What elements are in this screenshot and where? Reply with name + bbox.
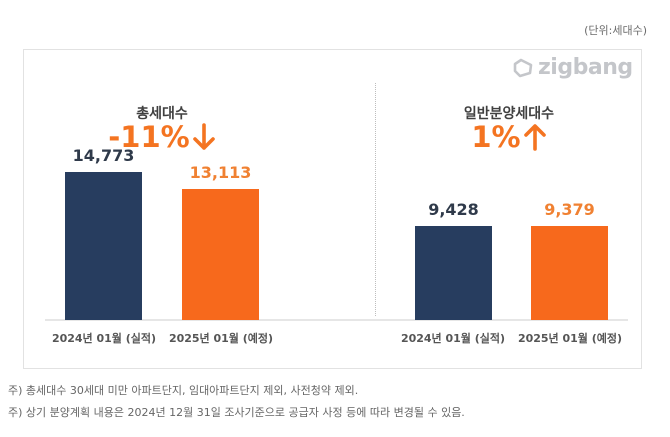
category-label-general-2025: 2025년 01월 (예정) (517, 332, 623, 345)
change-total: -11% (62, 120, 262, 154)
arrow-down-icon (192, 123, 215, 150)
footnote-1: 주) 총세대수 30세대 미만 아파트단지, 임대아파트단지 제외, 사전청약 … (8, 384, 359, 397)
chart-baseline (45, 319, 628, 321)
bar-general-2025 (531, 226, 608, 320)
zigbang-logo-icon (513, 58, 533, 77)
value-label-general-2024: 9,428 (428, 199, 479, 219)
value-label-total-2025: 13,113 (189, 162, 252, 182)
bar-general-2024 (415, 225, 492, 320)
zigbang-logo: zigbang (512, 55, 633, 80)
arrow-up-icon (523, 124, 546, 151)
bar-total-2025 (182, 188, 259, 320)
category-label-total-2025: 2025년 01월 (예정) (168, 332, 274, 345)
chart-title-general: 일반분양세대수 (463, 106, 555, 122)
change-total-value: -11% (108, 120, 190, 154)
footnote-2: 주) 상기 분양계획 내용은 2024년 12월 31일 조사기준으로 공급자 … (8, 406, 465, 419)
value-label-general-2025: 9,379 (544, 200, 595, 220)
value-label-total-2024: 14,773 (72, 146, 135, 166)
category-label-total-2024: 2024년 01월 (실적) (51, 332, 157, 345)
logo-text: zigbang (538, 55, 633, 80)
bar-total-2024 (65, 172, 142, 320)
change-general: 1% (409, 120, 609, 154)
category-label-general-2024: 2024년 01월 (실적) (400, 332, 506, 345)
chart-divider (375, 83, 376, 316)
change-general-value: 1% (471, 120, 521, 154)
chart-panel (23, 49, 642, 369)
chart-title-total: 총세대수 (136, 106, 188, 122)
unit-label: (단위:세대수) (584, 24, 647, 37)
